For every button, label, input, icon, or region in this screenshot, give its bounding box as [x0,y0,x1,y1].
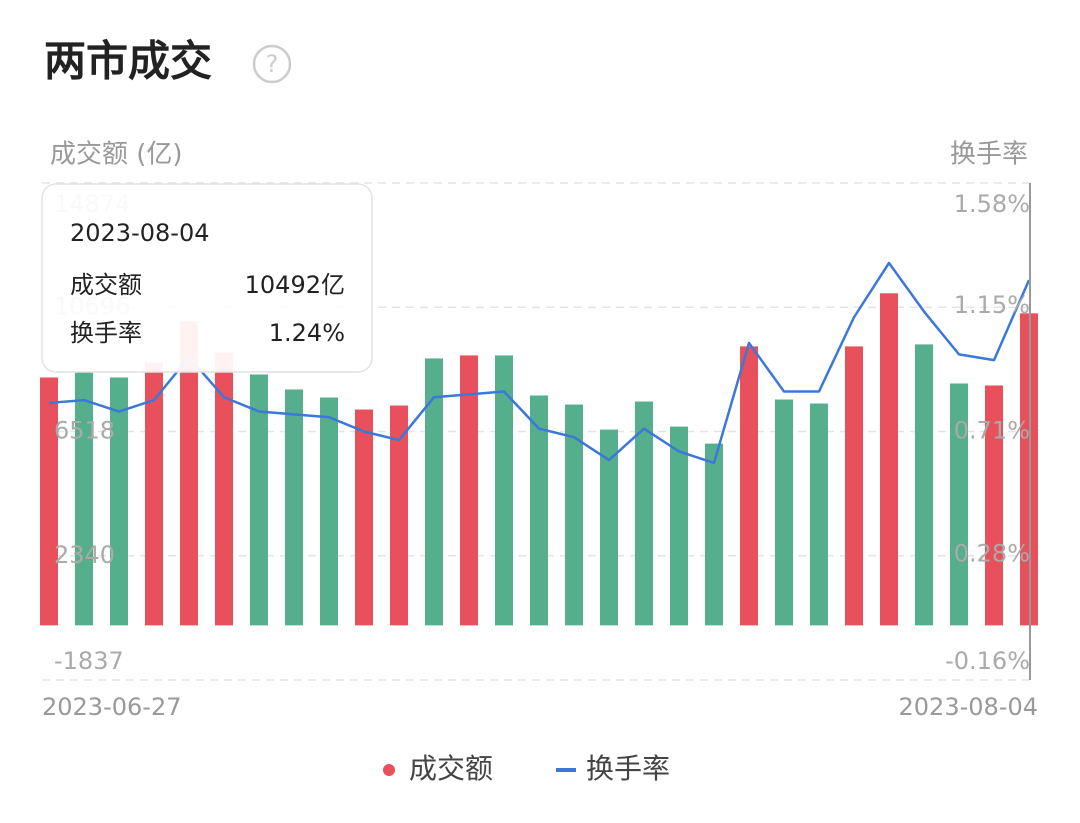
bar [215,352,233,626]
bar [530,395,548,626]
x-tick-label: 2023-06-27 [42,693,181,721]
bar [985,385,1003,626]
y2-tick-label: 0.71% [954,417,1030,445]
bar [565,404,583,626]
bar [110,377,128,626]
tooltip-label: 成交额 [70,271,142,299]
y-tick-label: 6518 [54,417,115,445]
line [48,261,1031,465]
bar [915,344,933,626]
y-tick-label: -1837 [54,647,124,675]
tooltip-value: 1.24% [269,319,345,347]
tooltip-date: 2023-08-04 [70,219,209,247]
y2-tick-label: -0.16% [945,647,1030,675]
legend-swatch [383,764,395,776]
y2-tick-label: 1.58% [954,190,1030,218]
tooltip-label: 换手率 [70,319,142,347]
y2-tick-label: 1.15% [954,291,1030,319]
bar [635,401,653,626]
y2-tick-label: 0.28% [954,539,1030,567]
bar [810,403,828,626]
bar [180,321,198,626]
bar [740,346,758,626]
help-icon[interactable]: ? [252,44,292,84]
legend: 成交额 换手率 [383,752,670,785]
bar [40,377,58,626]
x-tick-label: 2023-08-04 [899,693,1038,721]
bar [320,397,338,626]
bar [75,372,93,626]
svg-text:?: ? [266,50,279,78]
tooltip: 2023-08-04 成交额 10492亿 换手率 1.24% [41,183,373,373]
y-tick-label: 2340 [54,541,115,569]
legend-label: 成交额 [409,752,493,785]
tooltip-value: 10492亿 [245,271,345,299]
bar [495,355,513,626]
bar [950,383,968,626]
bar [250,374,268,626]
bar [705,443,723,626]
marks [40,261,1038,626]
bar [460,355,478,626]
bar [845,346,863,626]
bar [355,409,373,626]
bar [880,293,898,626]
bar [775,399,793,626]
bar [145,362,163,626]
bar [285,389,303,626]
y-axis-title: 成交额 (亿) [50,140,183,170]
bar [670,426,688,626]
legend-swatch [556,768,576,772]
bar [425,358,443,626]
tooltip-box [41,183,373,373]
chart-title: 两市成交 [44,37,212,86]
bar [390,405,408,626]
bar [600,429,618,626]
y2-axis-title: 换手率 [950,140,1028,170]
legend-label: 换手率 [586,752,670,785]
